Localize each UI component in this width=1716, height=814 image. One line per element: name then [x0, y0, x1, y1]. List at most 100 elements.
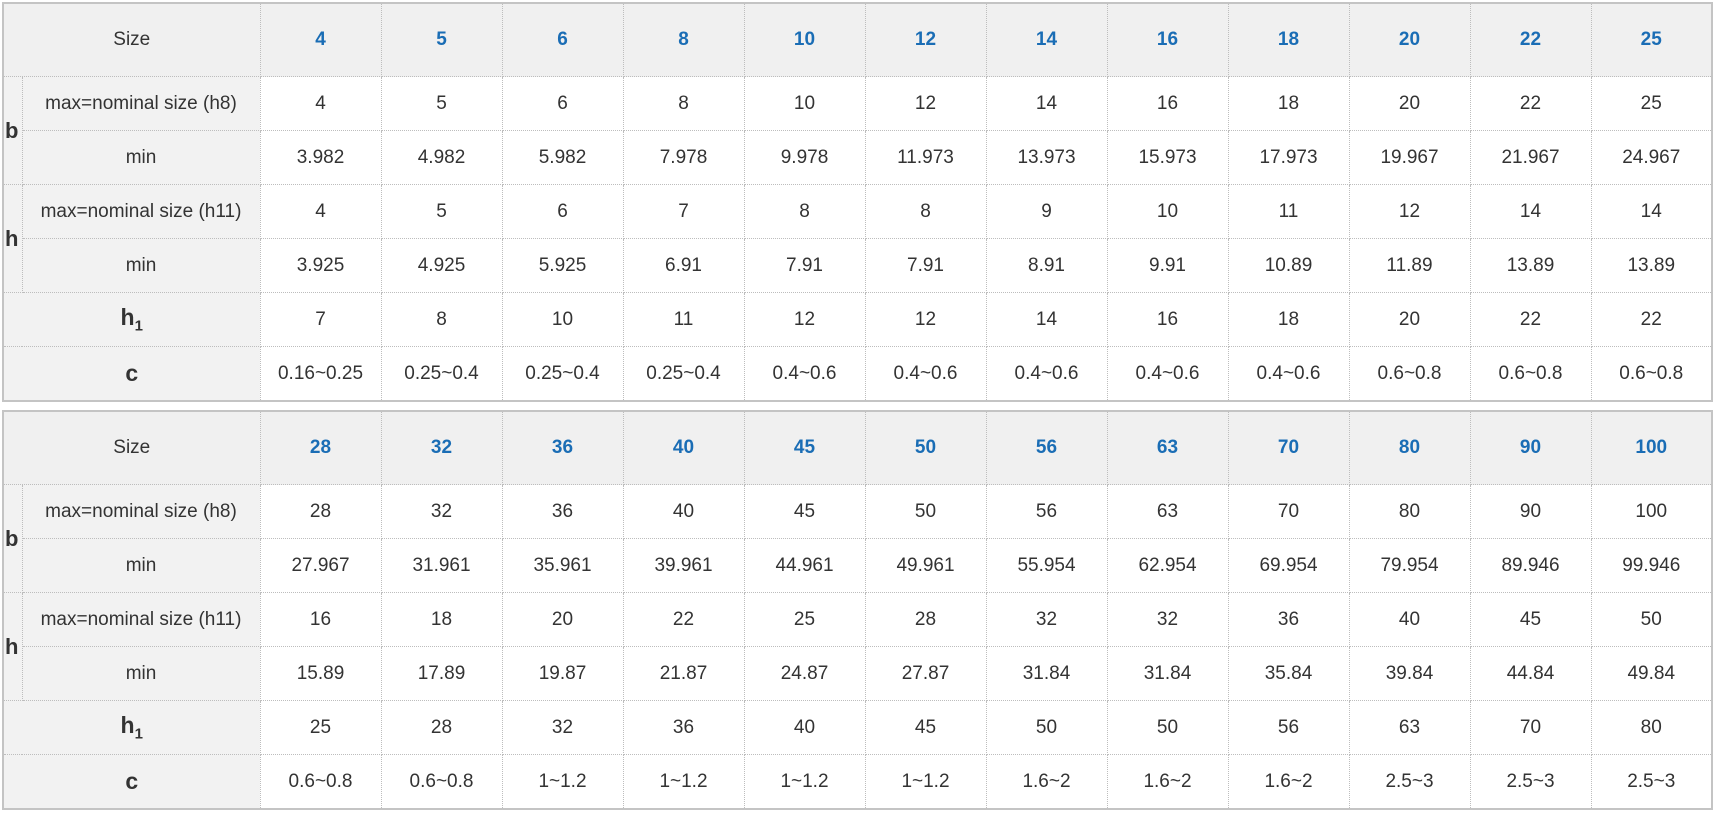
table-cell: 8 — [380, 292, 503, 347]
table-cell: 0.6~0.8 — [259, 754, 382, 810]
size-column-header: 100 — [1590, 410, 1713, 485]
table-cell: 0.4~0.6 — [985, 346, 1108, 402]
h-max-row: h max=nominal size (h11) 4 5 6 7 8 8 9 10 11 12 14 14 — [2, 184, 1713, 293]
h-group-label: h — [2, 592, 23, 701]
h1-subscript: 1 — [134, 725, 143, 743]
table-cell: 49.84 — [1590, 646, 1713, 701]
table-cell: 50 — [985, 700, 1108, 755]
table-cell: 17.89 — [380, 646, 503, 701]
table-cell: 12 — [864, 292, 987, 347]
table-cell: 40 — [1348, 592, 1471, 647]
c-label: c — [2, 346, 261, 402]
table-cell: 79.954 — [1348, 538, 1471, 593]
table-cell: 1.6~2 — [985, 754, 1108, 810]
table-cell: 21.967 — [1469, 130, 1592, 185]
table-cell: 31.84 — [985, 646, 1108, 701]
table-cell: 18 — [1227, 292, 1350, 347]
size-column-header: 6 — [501, 2, 624, 77]
b-group-label: b — [2, 484, 23, 593]
table-cell: 11 — [622, 292, 745, 347]
table-cell: 36 — [501, 484, 624, 539]
table-cell: 99.946 — [1590, 538, 1713, 593]
table-cell: 55.954 — [985, 538, 1108, 593]
table-cell: 35.961 — [501, 538, 624, 593]
table-cell: 5 — [380, 76, 503, 131]
table-cell: 16 — [1106, 76, 1229, 131]
table-cell: 19.87 — [501, 646, 624, 701]
table-cell: 5 — [380, 184, 503, 239]
size-table-2: Size 28 32 36 40 45 50 56 63 70 80 90 100 b max=nomina… — [2, 410, 1713, 810]
size-column-header: 45 — [743, 410, 866, 485]
row-label: min — [21, 130, 261, 185]
header-row: Size 4 5 6 8 10 12 14 16 18 20 22 25 — [2, 2, 1713, 77]
table-cell: 56 — [1227, 700, 1350, 755]
table-cell: 22 — [1590, 292, 1713, 347]
size-column-header: 14 — [985, 2, 1108, 77]
table-cell: 1~1.2 — [501, 754, 624, 810]
table-cell: 80 — [1348, 484, 1471, 539]
table-cell: 10 — [501, 292, 624, 347]
row-label: max=nominal size (h8) — [21, 76, 261, 131]
table-cell: 70 — [1469, 700, 1592, 755]
table-cell: 5.925 — [501, 238, 624, 293]
table-cell: 24.87 — [743, 646, 866, 701]
table-cell: 8 — [743, 184, 866, 239]
table-cell: 0.4~0.6 — [1106, 346, 1229, 402]
table-cell: 70 — [1227, 484, 1350, 539]
table-cell: 27.87 — [864, 646, 987, 701]
table-cell: 0.25~0.4 — [622, 346, 745, 402]
table-cell: 44.961 — [743, 538, 866, 593]
size-column-header: 28 — [259, 410, 382, 485]
size-column-header: 10 — [743, 2, 866, 77]
table-cell: 39.84 — [1348, 646, 1471, 701]
b-group-label: b — [2, 76, 23, 185]
table-cell: 8.91 — [985, 238, 1108, 293]
table-cell: 19.967 — [1348, 130, 1471, 185]
table-cell: 17.973 — [1227, 130, 1350, 185]
table-cell: 6 — [501, 76, 624, 131]
table-cell: 31.84 — [1106, 646, 1229, 701]
table-cell: 25 — [743, 592, 866, 647]
table-cell: 16 — [1106, 292, 1229, 347]
table-cell: 50 — [864, 484, 987, 539]
h1-row: h1 7 8 10 11 12 12 14 16 18 20 22 22 — [2, 292, 1713, 347]
table-cell: 45 — [864, 700, 987, 755]
size-column-header: 36 — [501, 410, 624, 485]
table-cell: 1~1.2 — [743, 754, 866, 810]
table-cell: 4.982 — [380, 130, 503, 185]
table-cell: 6 — [501, 184, 624, 239]
table-cell: 12 — [1348, 184, 1471, 239]
row-label: min — [21, 238, 261, 293]
table-cell: 7.978 — [622, 130, 745, 185]
size-header: Size — [2, 410, 261, 485]
size-column-header: 40 — [622, 410, 745, 485]
table-cell: 12 — [864, 76, 987, 131]
table-cell: 69.954 — [1227, 538, 1350, 593]
table-cell: 6.91 — [622, 238, 745, 293]
table-cell: 90 — [1469, 484, 1592, 539]
table-cell: 9 — [985, 184, 1108, 239]
table-cell: 31.961 — [380, 538, 503, 593]
table-cell: 36 — [1227, 592, 1350, 647]
size-column-header: 16 — [1106, 2, 1229, 77]
h1-base: h — [120, 712, 135, 739]
c-row: c 0.16~0.25 0.25~0.4 0.25~0.4 0.25~0.4 0.4~0.… — [2, 346, 1713, 402]
table-cell: 7.91 — [864, 238, 987, 293]
table-cell: 9.978 — [743, 130, 866, 185]
table-cell: 0.4~0.6 — [1227, 346, 1350, 402]
table-cell: 18 — [380, 592, 503, 647]
table-cell: 13.89 — [1469, 238, 1592, 293]
table-cell: 18 — [1227, 76, 1350, 131]
table-cell: 22 — [1469, 292, 1592, 347]
table-cell: 28 — [259, 484, 382, 539]
h1-base: h — [120, 304, 135, 331]
table-cell: 14 — [985, 76, 1108, 131]
size-column-header: 22 — [1469, 2, 1592, 77]
h1-label: h1 — [2, 700, 261, 755]
table-cell: 35.84 — [1227, 646, 1350, 701]
size-column-header: 32 — [380, 410, 503, 485]
table-cell: 40 — [622, 484, 745, 539]
table-cell: 2.5~3 — [1348, 754, 1471, 810]
table-cell: 15.973 — [1106, 130, 1229, 185]
table-cell: 2.5~3 — [1590, 754, 1713, 810]
